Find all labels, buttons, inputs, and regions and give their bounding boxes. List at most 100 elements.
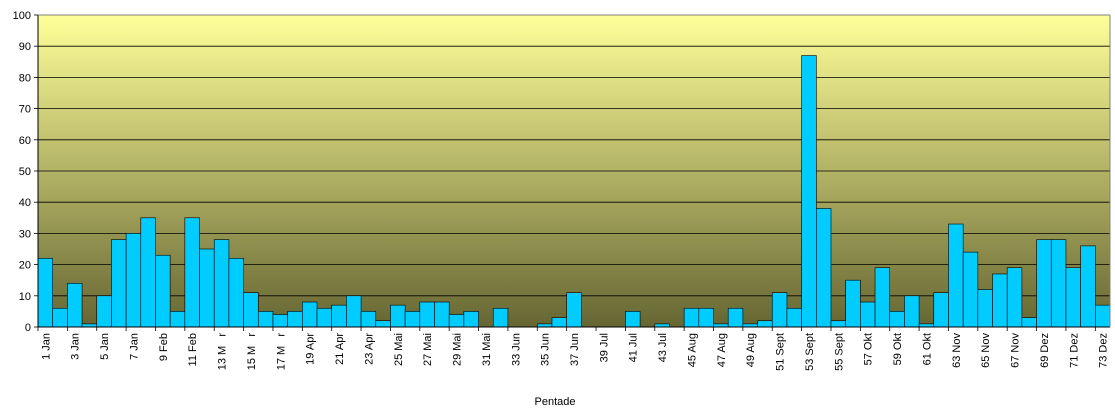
x-tick-label: 39 Jul — [598, 333, 610, 362]
x-tick-label: 45 Aug — [686, 333, 698, 367]
bar — [140, 217, 156, 328]
x-tick-label: 49 Aug — [745, 333, 757, 367]
y-tick-label: 70 — [19, 104, 31, 116]
bar — [860, 301, 876, 328]
bars — [37, 55, 1111, 328]
x-tick-label: 41 Jul — [628, 333, 640, 362]
bar — [977, 289, 993, 328]
bar — [390, 304, 406, 328]
bar — [1080, 245, 1096, 328]
bar — [948, 223, 964, 328]
y-tick-label: 10 — [19, 291, 31, 303]
bar — [360, 311, 377, 328]
bar — [845, 279, 861, 328]
bar — [1095, 304, 1111, 328]
bar — [962, 251, 979, 328]
x-tick-label: 9 Feb — [158, 333, 170, 361]
y-tick-label: 30 — [19, 228, 31, 240]
bar — [551, 317, 567, 328]
x-tick-label: 25 Mai — [393, 333, 405, 366]
bar — [801, 55, 817, 328]
bar — [434, 301, 450, 328]
x-tick-label: 23 Apr — [363, 333, 375, 365]
bar — [463, 311, 479, 328]
bar — [625, 311, 641, 328]
bar — [302, 301, 318, 328]
x-tick-label: 35 Jun — [540, 333, 552, 366]
x-tick-label: 71 Dez — [1068, 333, 1080, 368]
y-tick-label: 90 — [19, 41, 31, 53]
bar — [169, 311, 186, 328]
y-tick-label: 100 — [13, 10, 31, 22]
x-tick-label: 59 Okt — [892, 333, 904, 365]
x-tick-label: 53 Sept — [804, 333, 816, 371]
x-tick-label: 21 Apr — [334, 333, 346, 365]
bar — [889, 311, 905, 328]
bar — [257, 311, 274, 328]
bar — [228, 258, 244, 328]
bar — [155, 254, 171, 328]
x-tick-label: 17 M r — [275, 333, 287, 371]
bar — [419, 301, 435, 328]
x-tick-label: 63 Nov — [951, 333, 963, 368]
x-tick-label: 33 Jun — [510, 333, 522, 366]
y-tick-labels: 0 10 20 30 40 50 60 70 80 90 100 — [13, 10, 31, 334]
bar — [272, 314, 288, 328]
bar — [727, 307, 744, 328]
bar — [404, 311, 421, 328]
x-tick-label: 65 Nov — [980, 333, 992, 368]
bar — [331, 304, 347, 328]
x-axis-title: Pentade — [535, 396, 576, 408]
bar — [316, 307, 332, 328]
bar — [904, 295, 920, 328]
bar — [1050, 239, 1067, 328]
x-tick-label: 1 Jan — [40, 333, 52, 360]
x-tick-label: 11 Feb — [187, 333, 199, 366]
x-tick-label: 69 Dez — [1039, 333, 1051, 368]
bar — [52, 307, 68, 328]
x-tick-label: 7 Jan — [128, 333, 140, 360]
bar — [199, 248, 215, 328]
bar — [683, 307, 700, 328]
x-tick-label: 37 Jun — [569, 333, 581, 366]
y-tick-label: 40 — [19, 197, 31, 209]
x-tick-label: 57 Okt — [863, 333, 875, 365]
x-tick-label: 55 Sept — [833, 333, 845, 371]
bar — [346, 295, 362, 328]
x-tick-labels: 1 Jan 3 Jan 5 Jan 7 Jan 9 Feb 11 Feb 13 M r 15 … — [37, 327, 1110, 371]
bar — [67, 283, 83, 328]
bar — [757, 320, 773, 328]
y-tick-label: 80 — [19, 72, 31, 84]
bar — [1065, 267, 1081, 328]
axes — [37, 14, 1111, 328]
x-tick-label: 61 Okt — [921, 333, 933, 365]
bar — [111, 239, 127, 328]
bar — [992, 273, 1008, 328]
y-tick-label: 0 — [25, 322, 31, 334]
bar — [933, 292, 949, 328]
bar — [1036, 239, 1052, 328]
y-tick-label: 60 — [19, 135, 31, 147]
bar — [1021, 317, 1037, 328]
x-tick-label: 15 M r — [246, 333, 258, 371]
bar — [184, 217, 200, 328]
x-tick-label: 47 Aug — [716, 333, 728, 367]
bar — [492, 307, 509, 328]
bar — [375, 320, 391, 328]
bar — [830, 320, 846, 328]
x-tick-label: 43 Jul — [657, 333, 669, 362]
bar — [448, 314, 465, 328]
x-tick-label: 5 Jan — [99, 333, 111, 360]
bar — [874, 267, 891, 328]
x-tick-label: 67 Nov — [1010, 333, 1022, 368]
bar — [96, 295, 112, 328]
bar — [566, 292, 582, 328]
x-tick-label: 73 Dez — [1098, 333, 1110, 368]
x-tick-label: 13 M r — [217, 333, 229, 371]
x-tick-label: 51 Sept — [775, 333, 787, 371]
bar — [37, 258, 53, 328]
x-tick-label: 19 Apr — [305, 333, 317, 365]
bar — [698, 307, 714, 328]
bar — [125, 233, 142, 328]
